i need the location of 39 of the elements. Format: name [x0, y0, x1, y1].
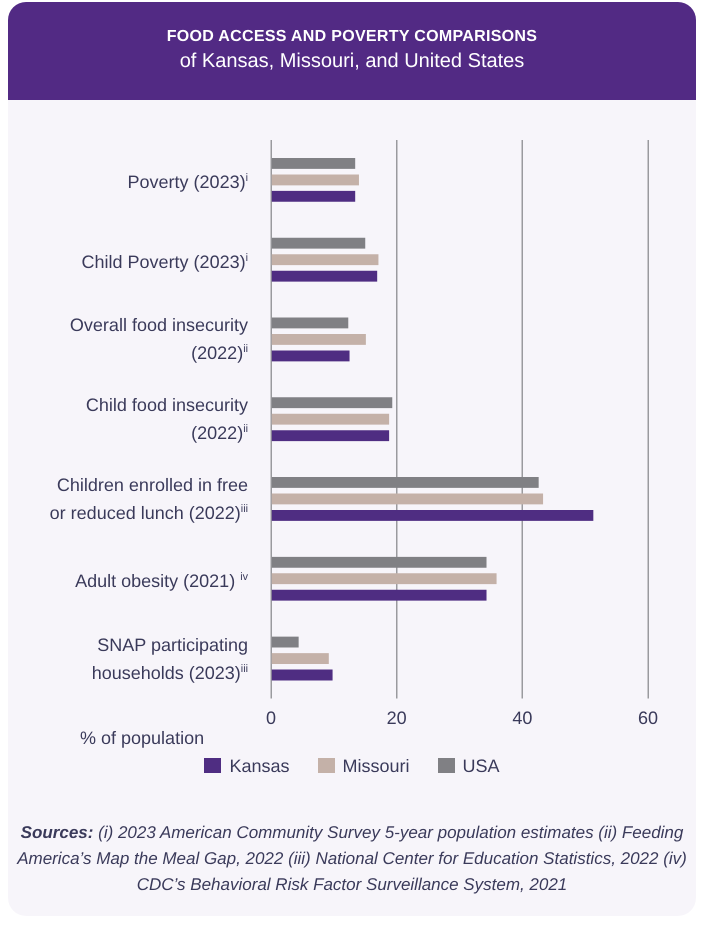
- bar: [272, 510, 594, 521]
- chart-subtitle: of Kansas, Missouri, and United States: [178, 50, 526, 73]
- legend-label: Missouri: [342, 756, 410, 777]
- bar: [272, 318, 348, 328]
- legend-label: USA: [462, 756, 500, 777]
- y-tick-label: Children enrolled in free or reduced lunch (2022)$^{iii}$: [48, 474, 248, 525]
- bar: [272, 573, 497, 584]
- y-tick-label: Child Poverty (2023)$^{i}$: [80, 250, 248, 274]
- y-tick-label: Adult obesity (2021) $^{iv}$: [74, 570, 248, 593]
- chart-title: FOOD ACCESS AND POVERTY COMPARISONS: [166, 28, 538, 46]
- bar: [272, 270, 378, 282]
- bar: [272, 636, 299, 648]
- bar: [272, 238, 366, 249]
- bar: [272, 414, 390, 425]
- x-axis-title: % of population: [80, 728, 204, 749]
- bar: [272, 350, 350, 362]
- y-tick-label: Child food insecurity (2022)$^{ii}$: [84, 394, 248, 446]
- x-tick-label: 20: [386, 708, 407, 728]
- bar: [272, 590, 487, 601]
- bar: [272, 494, 544, 504]
- bar: [272, 670, 333, 680]
- x-tick-label: 0: [266, 708, 276, 728]
- legend-label: Kansas: [228, 756, 290, 777]
- bar: [272, 397, 392, 408]
- source-note: Sources: (i) 2023 American Community Survey 5-year population estimates (ii) Feeding America’s Map the Meal Gap, 2022 (iii) National Center for Education Statistics, 2022 (iv) CDC’s Behavioral Risk Factor Surveillance System, 2021: [17, 823, 687, 894]
- bar: [272, 334, 366, 345]
- bar: [272, 254, 378, 266]
- bar: [272, 158, 356, 169]
- bar: [272, 190, 356, 202]
- bar: [272, 556, 487, 568]
- x-tick-label: 40: [512, 708, 532, 728]
- bar: [272, 174, 359, 186]
- y-tick-label: Overall food insecurity (2022)$^{ii}$: [68, 314, 248, 366]
- y-tick-label: SNAP participating households (2023)$^{iii}$: [90, 634, 248, 684]
- bar: [272, 430, 390, 442]
- x-tick-label: 60: [638, 708, 658, 728]
- bar: [272, 653, 329, 664]
- bar: [272, 477, 539, 488]
- y-tick-label: Poverty (2023)$^{i}$: [126, 170, 248, 194]
